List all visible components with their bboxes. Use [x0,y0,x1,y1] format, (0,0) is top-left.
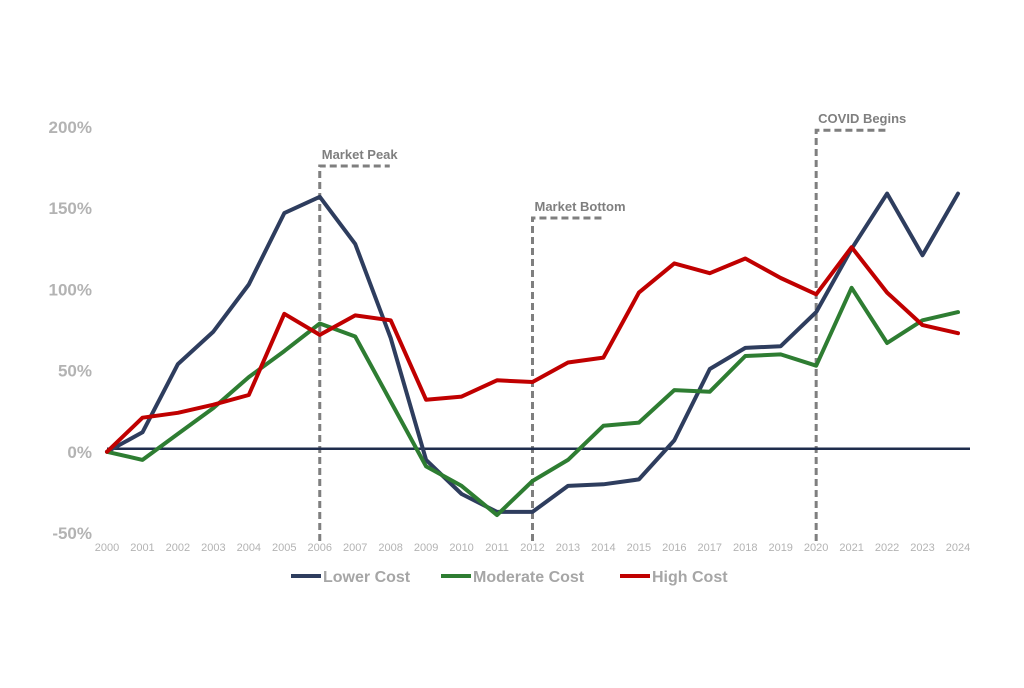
annotations-layer: Market Peak Market Bottom COVID Begins [320,111,907,541]
x-axis: 2000 2001 2002 2003 2004 2005 2006 2007 2008 2009… [95,542,970,554]
annotation-line [533,218,603,541]
x-tick-label: 2009 [414,542,438,554]
x-tick-label: 2012 [520,542,544,554]
x-tick-label: 2018 [733,542,757,554]
annotation-line [320,166,390,541]
annotation-label: COVID Begins [818,111,906,126]
x-tick-label: 2008 [378,542,402,554]
legend-item-lower-cost: Lower Cost [291,569,411,586]
legend-label: High Cost [652,569,728,586]
x-tick-label: 2000 [95,542,119,554]
annotation-line [816,130,886,541]
y-tick-label: 0% [67,443,92,462]
y-axis: -50% 0% 50% 100% 150% 200% [49,118,92,543]
y-tick-label: 150% [49,199,92,218]
x-tick-label: 2021 [839,542,863,554]
legend-item-moderate-cost: Moderate Cost [441,569,585,586]
y-tick-label: 200% [49,118,92,137]
x-tick-label: 2020 [804,542,828,554]
annotation-label: Market Peak [322,147,399,162]
x-tick-label: 2003 [201,542,225,554]
x-tick-label: 2019 [768,542,792,554]
annotation-market-bottom: Market Bottom [533,199,626,541]
x-tick-label: 2006 [308,542,332,554]
annotation-covid-begins: COVID Begins [816,111,906,541]
chart-svg: Market Peak Market Bottom COVID Begins -50… [0,0,1024,683]
x-tick-label: 2017 [698,542,722,554]
x-tick-label: 2024 [946,542,970,554]
x-tick-label: 2005 [272,542,296,554]
x-tick-label: 2023 [910,542,934,554]
legend-label: Moderate Cost [473,569,585,586]
x-tick-label: 2002 [166,542,190,554]
x-tick-label: 2001 [130,542,154,554]
series-line-moderate-cost [107,288,958,515]
x-tick-label: 2007 [343,542,367,554]
legend-label: Lower Cost [323,569,411,586]
x-tick-label: 2011 [485,542,509,554]
x-tick-label: 2013 [556,542,580,554]
y-tick-label: 100% [49,280,92,299]
x-tick-label: 2022 [875,542,899,554]
annotation-label: Market Bottom [535,199,626,214]
x-tick-label: 2010 [449,542,473,554]
y-tick-label: -50% [52,524,92,543]
x-tick-label: 2004 [237,542,261,554]
legend-item-high-cost: High Cost [620,569,728,586]
x-tick-label: 2015 [627,542,651,554]
x-tick-label: 2014 [591,542,615,554]
y-tick-label: 50% [58,362,92,381]
legend: Lower Cost Moderate Cost High Cost [291,569,728,586]
x-tick-label: 2016 [662,542,686,554]
line-chart: Market Peak Market Bottom COVID Begins -50… [0,0,1024,683]
